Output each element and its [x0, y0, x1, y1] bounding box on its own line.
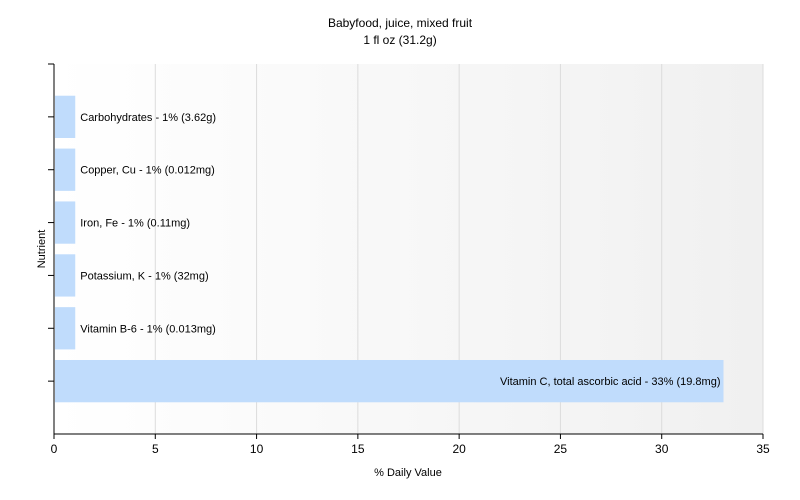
- bar-label-carbohydrates: Carbohydrates - 1% (3.62g): [80, 112, 216, 124]
- bar-carbohydrates: [55, 95, 76, 138]
- x-tick-label-15: 15: [351, 442, 365, 456]
- bar-copper-cu: [55, 148, 76, 191]
- x-tick-labels: 0 5 10 15 20 25 30 35: [51, 442, 770, 456]
- y-axis-title: Nutrient: [36, 230, 48, 269]
- bar-labels: Carbohydrates - 1% (3.62g) Copper, Cu - 1…: [80, 112, 720, 388]
- bars: [55, 95, 724, 403]
- x-tick-label-25: 25: [554, 442, 568, 456]
- axes: [48, 63, 764, 439]
- bar-iron-fe: [55, 201, 76, 244]
- x-tick-label-10: 10: [250, 442, 264, 456]
- bar-potassium-k: [55, 254, 76, 297]
- x-tick-label-20: 20: [452, 442, 466, 456]
- bar-label-copper-cu: Copper, Cu - 1% (0.012mg): [80, 165, 215, 177]
- x-tick-label-35: 35: [756, 442, 770, 456]
- x-tick-label-5: 5: [152, 442, 159, 456]
- chart-title: Babyfood, juice, mixed fruit: [328, 16, 473, 30]
- x-tick-label-30: 30: [655, 442, 669, 456]
- bar-label-potassium-k: Potassium, K - 1% (32mg): [80, 270, 208, 282]
- bar-vitamin-b-6: [55, 307, 76, 350]
- x-tick-label-0: 0: [51, 442, 58, 456]
- chart-subtitle: 1 fl oz (31.2g): [363, 33, 436, 47]
- bar-label-vitamin-b-6: Vitamin B-6 - 1% (0.013mg): [80, 323, 216, 335]
- bar-vitamin-c-total-ascorbic-acid: [55, 360, 724, 403]
- bar-label-vitamin-c-total-ascorbic-acid: Vitamin C, total ascorbic acid - 33% (19…: [500, 376, 721, 388]
- x-axis-title: % Daily Value: [374, 467, 442, 479]
- bar-label-iron-fe: Iron, Fe - 1% (0.11mg): [80, 218, 190, 230]
